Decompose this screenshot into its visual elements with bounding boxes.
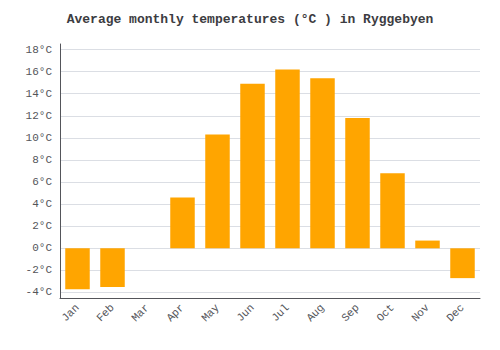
svg-text:0°C: 0°C: [32, 242, 52, 254]
svg-text:Jan: Jan: [59, 302, 81, 324]
svg-text:Sep: Sep: [339, 302, 361, 324]
svg-text:-2°C: -2°C: [26, 264, 53, 276]
svg-text:14°C: 14°C: [26, 88, 53, 100]
svg-text:16°C: 16°C: [26, 66, 53, 78]
svg-text:Dec: Dec: [444, 302, 466, 324]
svg-text:4°C: 4°C: [32, 198, 52, 210]
svg-text:18°C: 18°C: [26, 44, 53, 56]
svg-text:2°C: 2°C: [32, 220, 52, 232]
svg-text:8°C: 8°C: [32, 154, 52, 166]
svg-text:Average monthly temperatures (: Average monthly temperatures (°C ) in Ry…: [67, 12, 434, 27]
svg-text:Aug: Aug: [304, 302, 326, 324]
svg-text:Nov: Nov: [409, 301, 432, 324]
svg-text:-4°C: -4°C: [26, 286, 53, 298]
svg-text:12°C: 12°C: [26, 110, 53, 122]
svg-text:Mar: Mar: [129, 302, 151, 324]
svg-text:10°C: 10°C: [26, 132, 53, 144]
svg-text:Apr: Apr: [164, 302, 186, 324]
svg-text:6°C: 6°C: [32, 176, 52, 188]
svg-text:Jul: Jul: [269, 302, 291, 324]
svg-text:Oct: Oct: [374, 302, 396, 324]
svg-text:Feb: Feb: [94, 302, 116, 324]
svg-text:May: May: [199, 301, 222, 324]
svg-text:Jun: Jun: [234, 302, 256, 324]
